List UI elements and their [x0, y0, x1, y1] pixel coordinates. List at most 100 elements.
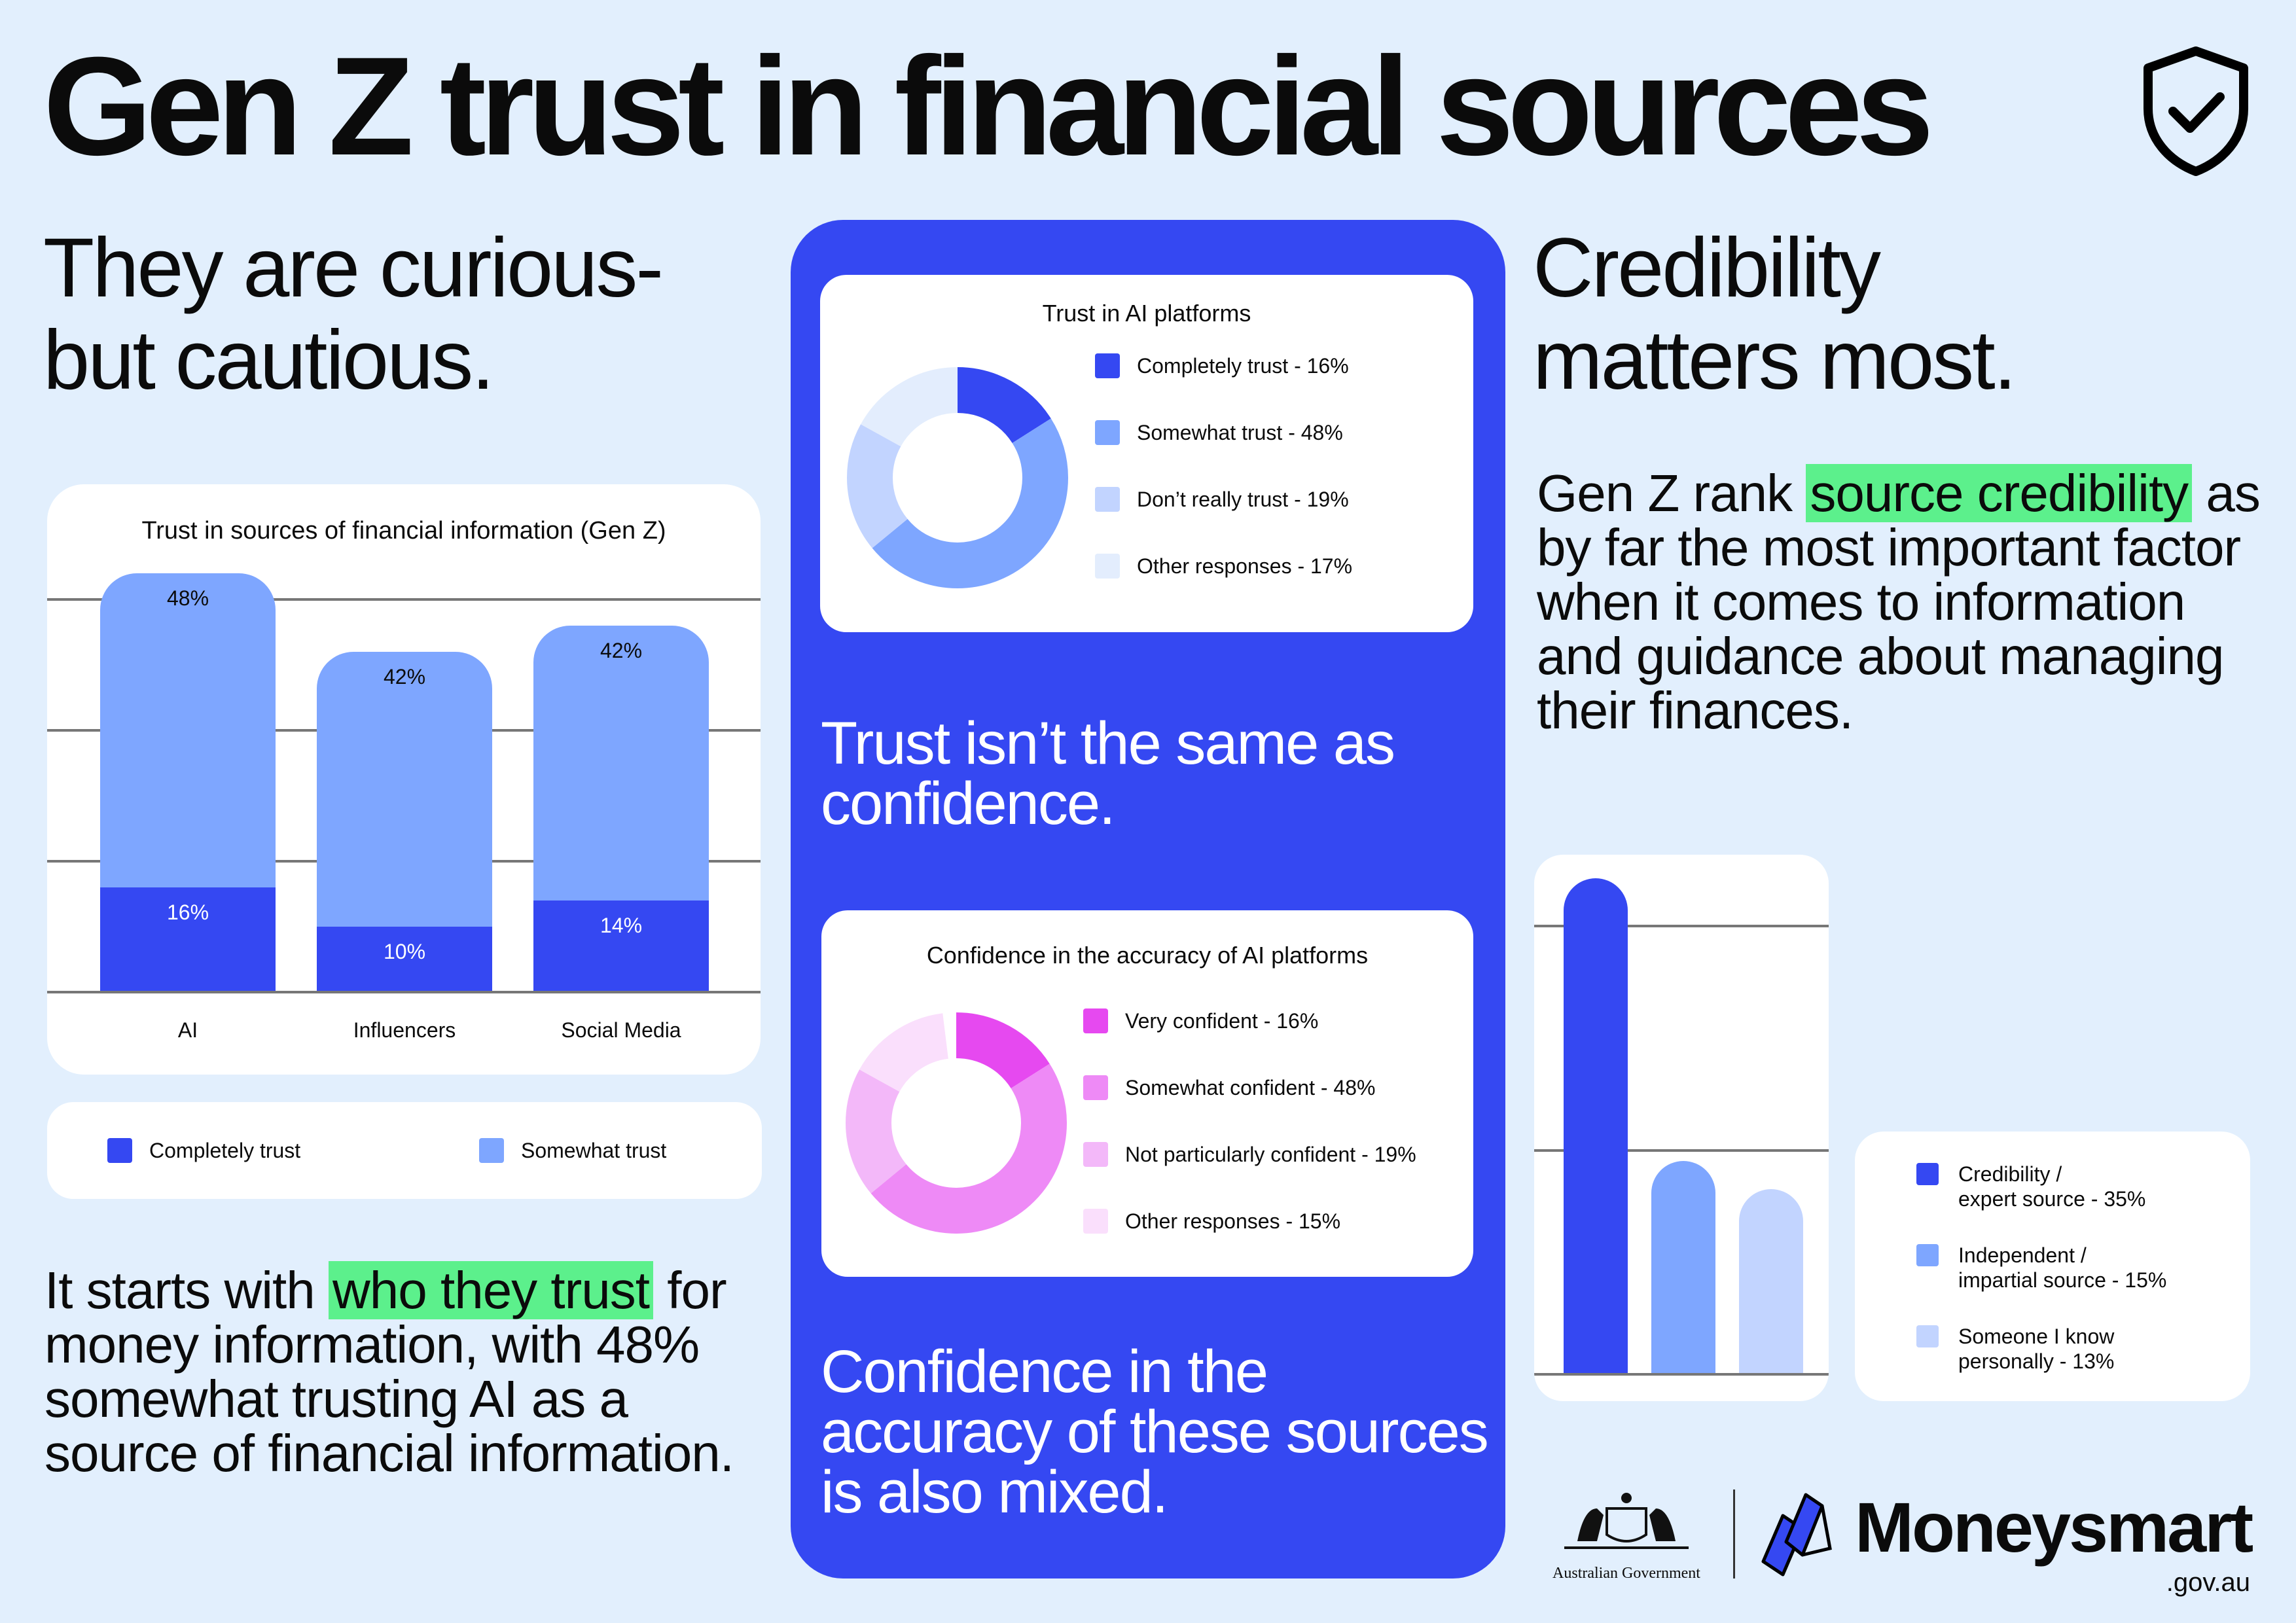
data-label: 42%: [383, 665, 426, 688]
left-heading-line: They are curious-: [43, 221, 664, 315]
legend-item: Other responses - 15%: [1083, 1209, 1340, 1234]
text: It starts with: [45, 1261, 329, 1319]
chart-title: Trust in AI platforms: [1042, 300, 1251, 327]
legend-swatch: [1095, 420, 1120, 445]
category-label: AI: [177, 1018, 198, 1042]
australian-government-logo: Australian Government: [1538, 1489, 1715, 1582]
bar: [1651, 1161, 1715, 1373]
highlight: who they trust: [328, 1261, 653, 1319]
donut-slice: [847, 367, 1068, 588]
legend-item: Don’t really trust - 19%: [1095, 487, 1349, 512]
credibility-chart: [1534, 855, 1829, 1401]
bar-somewhat-trust: 42%: [317, 652, 492, 927]
right-paragraph: Gen Z rank source credibility as by far …: [1537, 464, 2276, 740]
data-label: 14%: [600, 914, 643, 937]
legend-item: Independent / impartial source - 15%: [1916, 1243, 2166, 1293]
legend-label-line: Independent /: [1958, 1243, 2087, 1267]
legend-label: Completely trust - 16%: [1137, 353, 1349, 378]
baseline: [47, 991, 761, 993]
trust-ai-chart: Trust in AI platforms Completely trust -…: [820, 275, 1473, 632]
legend-item: Someone I know personally - 13%: [1916, 1324, 2114, 1374]
donut-slice: [846, 1012, 1067, 1234]
legend-item: Other responses - 17%: [1095, 554, 1352, 579]
chart-title: Confidence in the accuracy of AI platfor…: [926, 942, 1369, 969]
chart-title: Trust in sources of financial informatio…: [141, 517, 666, 544]
data-label: 10%: [383, 940, 426, 963]
legend-swatch: [1083, 1075, 1108, 1100]
text: Gen Z rank: [1537, 464, 1806, 522]
bar-somewhat-trust: 48%: [100, 573, 276, 887]
legend-label-line: personally - 13%: [1958, 1349, 2115, 1373]
confidence-ai-chart: Confidence in the accuracy of AI platfor…: [821, 910, 1473, 1277]
legend-label: Independent / impartial source - 15%: [1958, 1243, 2166, 1293]
legend-swatch: [1083, 1209, 1108, 1234]
bar-completely-trust: 10%: [317, 927, 492, 992]
shield-check-icon: [2144, 46, 2248, 176]
legend-item: Credibility / expert source - 35%: [1916, 1162, 2145, 1211]
donut-slice: [846, 1012, 1067, 1234]
brand-name: Moneysmart: [1855, 1488, 2253, 1567]
center-statement-1: Trust isn’t the same as confidence.: [821, 710, 1395, 837]
donut-slice: [846, 1012, 1067, 1234]
page-title: Gen Z trust in financial sources: [43, 28, 1934, 185]
legend-swatch: [1916, 1244, 1939, 1266]
left-heading: They are curious- but cautious.: [43, 221, 664, 407]
legend-swatch: [107, 1138, 132, 1163]
bar-somewhat-trust: 42%: [533, 626, 709, 901]
gov-text: Australian Government: [1552, 1565, 1700, 1582]
category-label: Social Media: [561, 1018, 681, 1042]
bar: [1564, 878, 1628, 1373]
legend-label: Someone I know personally - 13%: [1958, 1324, 2114, 1374]
legend-label: Credibility / expert source - 35%: [1958, 1162, 2145, 1211]
trust-sources-legend: Completely trust Somewhat trust: [47, 1102, 762, 1199]
legend-label-line: Credibility /: [1958, 1162, 2062, 1186]
legend-label: Somewhat trust - 48%: [1137, 420, 1343, 444]
legend-swatch: [1916, 1163, 1939, 1185]
legend-swatch: [1916, 1325, 1939, 1347]
brand-domain: .gov.au: [2166, 1568, 2250, 1597]
legend-swatch: [1083, 1142, 1108, 1167]
bar-completely-trust: 16%: [100, 887, 276, 992]
gridline: [1534, 1149, 1829, 1152]
center-statement-2: Confidence in the accuracy of these sour…: [821, 1338, 1489, 1525]
legend-swatch: [1095, 353, 1120, 378]
left-paragraph: It starts with who they trust for money …: [45, 1261, 778, 1482]
trust-sources-chart: Trust in sources of financial informatio…: [47, 484, 761, 1075]
legend-item: Completely trust - 16%: [1095, 353, 1349, 378]
legend-label: Somewhat trust: [521, 1138, 667, 1162]
legend-item: Completely trust: [107, 1138, 300, 1163]
legend-label: Completely trust: [149, 1138, 301, 1162]
donut-slice: [847, 367, 1068, 588]
footer-divider: [1733, 1489, 1735, 1578]
text: as by far the most important factor when…: [1537, 464, 2261, 740]
right-heading: Credibility matters most.: [1533, 221, 2017, 407]
category-label: Influencers: [353, 1018, 456, 1042]
legend-label: Somewhat confident - 48%: [1125, 1075, 1376, 1099]
right-heading-line: matters most.: [1533, 313, 2017, 407]
data-label: 48%: [166, 586, 209, 610]
bar-completely-trust: 14%: [533, 901, 709, 992]
legend-item: Somewhat confident - 48%: [1083, 1075, 1375, 1100]
legend-swatch: [1095, 487, 1120, 512]
legend-swatch: [1095, 554, 1120, 579]
credibility-legend: Credibility / expert source - 35% Independ…: [1855, 1132, 2250, 1401]
legend-label: Don’t really trust - 19%: [1137, 487, 1349, 511]
data-label: 42%: [600, 639, 643, 662]
donut-slice: [847, 367, 1068, 588]
bar: [1739, 1189, 1803, 1373]
legend-item: Somewhat trust - 48%: [1095, 420, 1343, 445]
legend-label: Not particularly confident - 19%: [1125, 1142, 1416, 1166]
moneysmart-logo-icon: [1761, 1493, 1832, 1577]
right-heading-line: Credibility: [1533, 221, 1881, 315]
left-heading-line: but cautious.: [43, 313, 495, 407]
text: for money information, with 48% somewhat…: [45, 1261, 734, 1482]
legend-label-line: Someone I know: [1958, 1325, 2115, 1348]
legend-label-line: expert source - 35%: [1958, 1187, 2146, 1211]
legend-label: Other responses - 15%: [1125, 1209, 1341, 1233]
gridline: [47, 598, 761, 601]
legend-label: Other responses - 17%: [1137, 554, 1353, 578]
legend-label: Very confident - 16%: [1125, 1008, 1319, 1033]
coat-of-arms-icon: [1564, 1493, 1689, 1549]
legend-item: Not particularly confident - 19%: [1083, 1142, 1416, 1167]
data-label: 16%: [166, 901, 209, 924]
